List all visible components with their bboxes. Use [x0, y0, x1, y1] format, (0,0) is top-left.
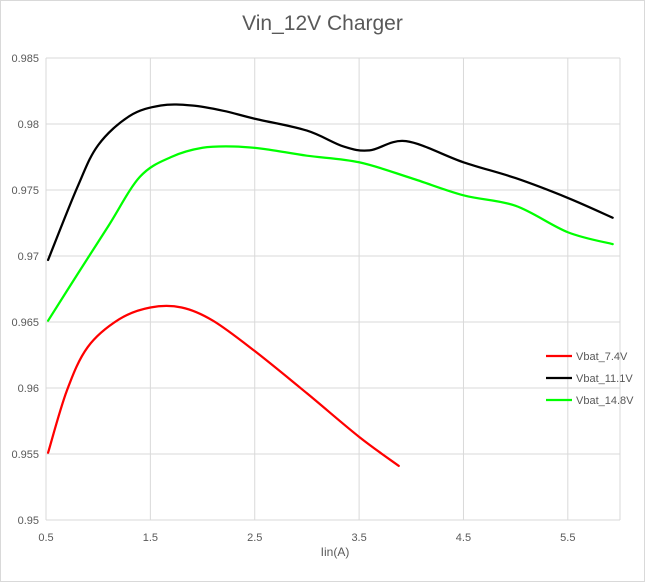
y-tick-label: 0.95	[18, 515, 39, 527]
x-tick-label: 0.5	[38, 532, 53, 544]
gridlines	[45, 57, 621, 521]
series-line-vbat-11-1v	[46, 103, 614, 262]
x-tick-label: 4.5	[456, 532, 471, 544]
legend-label: Vbat_7.4V	[576, 351, 628, 363]
legend-label: Vbat_14.8V	[576, 395, 634, 407]
y-tick-label: 0.97	[18, 251, 39, 263]
x-tick-label: 1.5	[143, 532, 158, 544]
series-lines	[46, 103, 614, 468]
chart-title: Vin_12V Charger	[242, 12, 403, 35]
y-tick-label: 0.98	[18, 119, 39, 131]
legend-label: Vbat_11.1V	[576, 373, 633, 385]
x-tick-label: 2.5	[247, 532, 262, 544]
x-axis-label: Iin(A)	[321, 545, 350, 559]
series-line-vbat-14-8v	[46, 145, 614, 322]
x-tick-label: 5.5	[560, 532, 575, 544]
series-line-vbat-7-4v	[46, 304, 400, 468]
y-tick-label: 0.985	[11, 53, 39, 65]
y-tick-label: 0.975	[11, 185, 39, 197]
y-tick-label: 0.96	[18, 383, 39, 395]
tick-labels: 0.95 0.955 0.96 0.965 0.97 0.975 0.98 0.985 0.5 1…	[11, 53, 575, 544]
x-tick-label: 3.5	[351, 532, 366, 544]
y-tick-label: 0.965	[11, 317, 39, 329]
legend: Vbat_7.4V Vbat_11.1V Vbat_14.8V	[546, 351, 634, 407]
y-tick-label: 0.955	[11, 449, 39, 461]
